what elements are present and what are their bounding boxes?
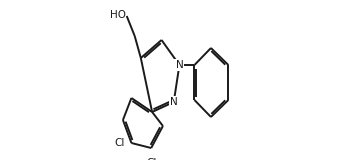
Text: Cl: Cl bbox=[146, 158, 156, 160]
Text: Cl: Cl bbox=[115, 138, 125, 148]
Text: N: N bbox=[175, 60, 183, 70]
Text: HO: HO bbox=[110, 10, 126, 20]
Text: N: N bbox=[170, 97, 177, 107]
